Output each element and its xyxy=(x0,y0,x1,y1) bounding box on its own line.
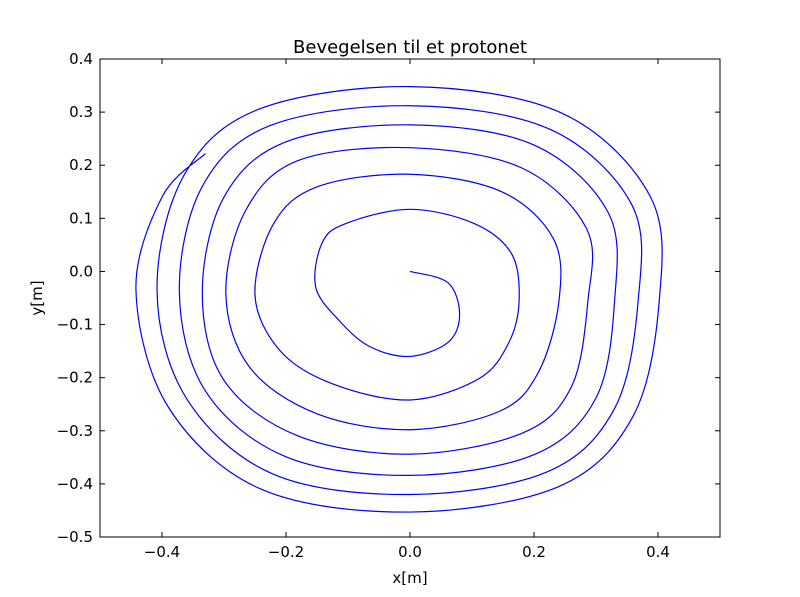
y-tick-label: 0.0 xyxy=(69,262,93,280)
y-tick-label: −0.3 xyxy=(57,422,93,440)
x-tick-label: 0.2 xyxy=(522,543,546,561)
x-ticks: −0.4 −0.2 0.0 0.2 0.4 xyxy=(144,59,670,561)
series-layer xyxy=(135,86,663,513)
x-tick-label: 0.0 xyxy=(398,543,422,561)
y-tick-label: 0.2 xyxy=(69,156,93,174)
y-axis-label: y[m] xyxy=(28,280,46,315)
plot-area: −0.4 −0.2 0.0 0.2 0.4 −0.5 −0.4 −0.3 −0.2 −0.1 0.… xyxy=(57,50,721,561)
y-ticks: −0.5 −0.4 −0.3 −0.2 −0.1 0.0 0.1 0.2 0.3 0.4 xyxy=(57,50,720,546)
x-tick-label: −0.4 xyxy=(144,543,180,561)
y-tick-label: −0.4 xyxy=(57,475,93,493)
y-tick-label: 0.1 xyxy=(69,209,93,227)
chart-title: Bevegelsen til et protonet xyxy=(293,37,527,58)
y-tick-label: 0.3 xyxy=(69,103,93,121)
x-axis-label: x[m] xyxy=(392,569,427,587)
y-tick-label: −0.1 xyxy=(57,316,93,334)
y-tick-label: −0.2 xyxy=(57,369,93,387)
x-tick-label: −0.2 xyxy=(268,543,304,561)
series-line-0 xyxy=(135,86,663,513)
y-tick-label: −0.5 xyxy=(57,528,93,546)
x-tick-label: 0.4 xyxy=(646,543,670,561)
y-tick-label: 0.4 xyxy=(69,50,93,68)
